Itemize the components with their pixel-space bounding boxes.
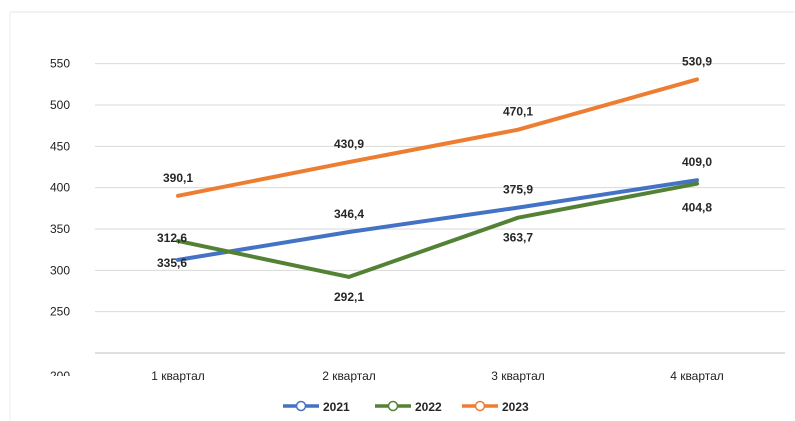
data-label-2023: 530,9 [682, 54, 712, 68]
legend-label: 2022 [415, 400, 442, 414]
data-label-2021: 346,4 [334, 207, 364, 221]
legend-item-2021: 2021 [283, 400, 350, 414]
data-label-2022: 292,1 [334, 290, 364, 304]
legend-label: 2021 [323, 400, 350, 414]
x-tick-label: 3 квартал [491, 369, 545, 383]
y-axis-ticks: 550 500 450 400 350 300 250 200 [50, 57, 70, 383]
legend-label: 2023 [502, 400, 529, 414]
data-label-2022: 363,7 [503, 231, 533, 245]
series-line-2023 [176, 77, 699, 198]
y-tick-label: 400 [50, 181, 70, 195]
x-axis-ticks: 1 квартал 2 квартал 3 квартал 4 квартал [151, 369, 724, 383]
legend-marker [474, 400, 486, 412]
y-tick-label: 350 [50, 222, 70, 236]
data-label-2023: 430,9 [334, 137, 364, 151]
legend-item-2023: 2023 [462, 400, 529, 414]
y-tick-label: 450 [50, 139, 70, 153]
legend-marker [387, 400, 399, 412]
data-label-2021: 375,9 [503, 183, 533, 197]
series-lines [176, 77, 699, 279]
y-tick-label: 300 [50, 263, 70, 277]
y-tick-cutoff: 200 [50, 369, 70, 383]
series-line-2022 [176, 181, 699, 279]
data-label-2021: 312,6 [157, 231, 187, 245]
data-label-2022: 404,8 [682, 201, 712, 215]
data-labels: 312,6 346,4 375,9 409,0 335,6 292,1 363,7 404,8… [157, 54, 712, 303]
y-tick-label: 550 [50, 57, 70, 71]
y-tick-label: 250 [50, 305, 70, 319]
legend-marker [295, 400, 307, 412]
x-tick-label: 1 квартал [151, 369, 205, 383]
data-label-2022: 335,6 [157, 256, 187, 270]
y-tick-label: 500 [50, 98, 70, 112]
x-tick-label: 4 квартал [670, 369, 724, 383]
x-tick-label: 2 квартал [322, 369, 376, 383]
data-label-2023: 470,1 [503, 105, 533, 119]
data-label-2023: 390,1 [163, 171, 193, 185]
data-label-2021: 409,0 [682, 155, 712, 169]
y-tick-label-cutoff: 200 [50, 369, 70, 383]
series-line-2021 [176, 178, 699, 262]
legend-item-2022: 2022 [375, 400, 442, 414]
legend: 2021 2022 2023 [283, 400, 529, 414]
